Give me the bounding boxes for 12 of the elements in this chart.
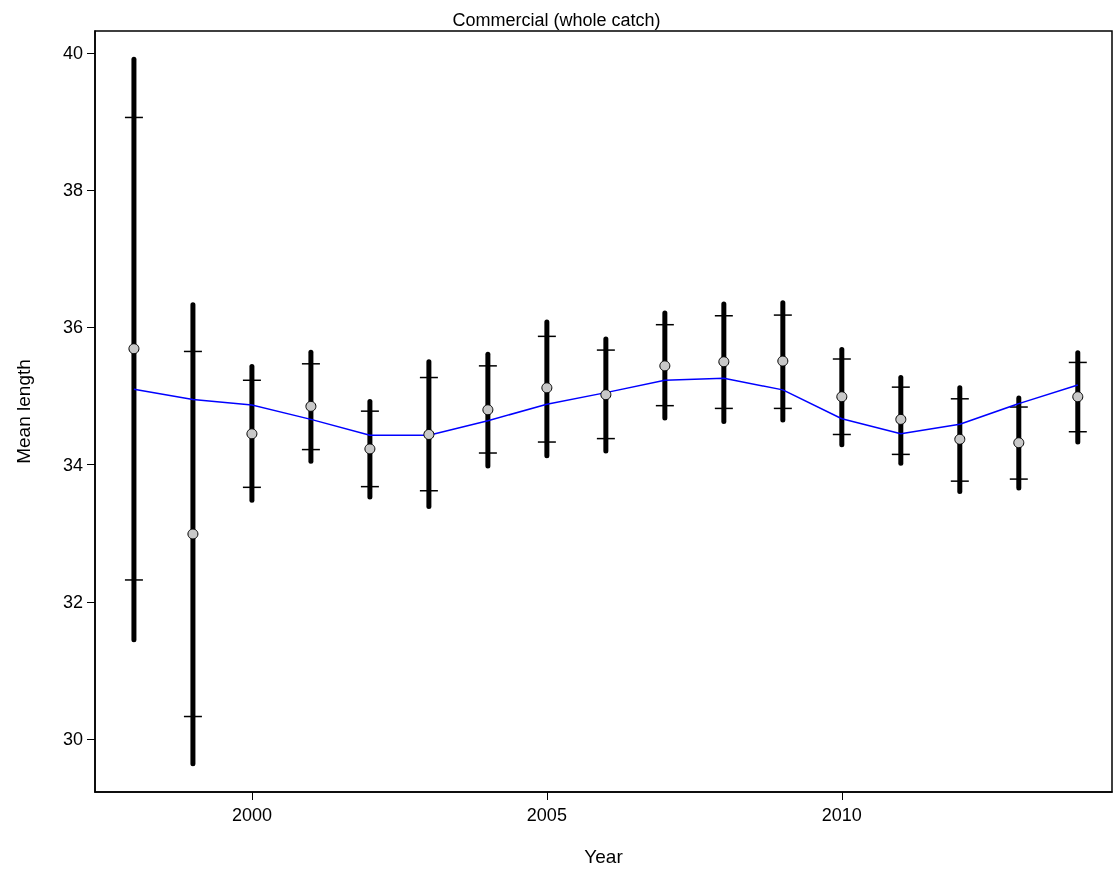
x-tick-label: 2005 [526, 805, 567, 825]
x-axis-title: Year [584, 846, 624, 867]
y-tick-label: 36 [62, 317, 83, 338]
y-tick-label: 32 [62, 591, 83, 612]
y-axis-title: Mean length [13, 359, 34, 464]
y-tick-label: 30 [62, 729, 83, 750]
x-tick-label: 2000 [231, 805, 272, 825]
y-tick-label: 40 [62, 42, 83, 63]
chart-title: Commercial (whole catch) [452, 10, 661, 30]
y-tick-label: 34 [62, 454, 83, 475]
x-tick-label: 2010 [821, 805, 862, 825]
y-tick-label: 38 [62, 180, 83, 201]
